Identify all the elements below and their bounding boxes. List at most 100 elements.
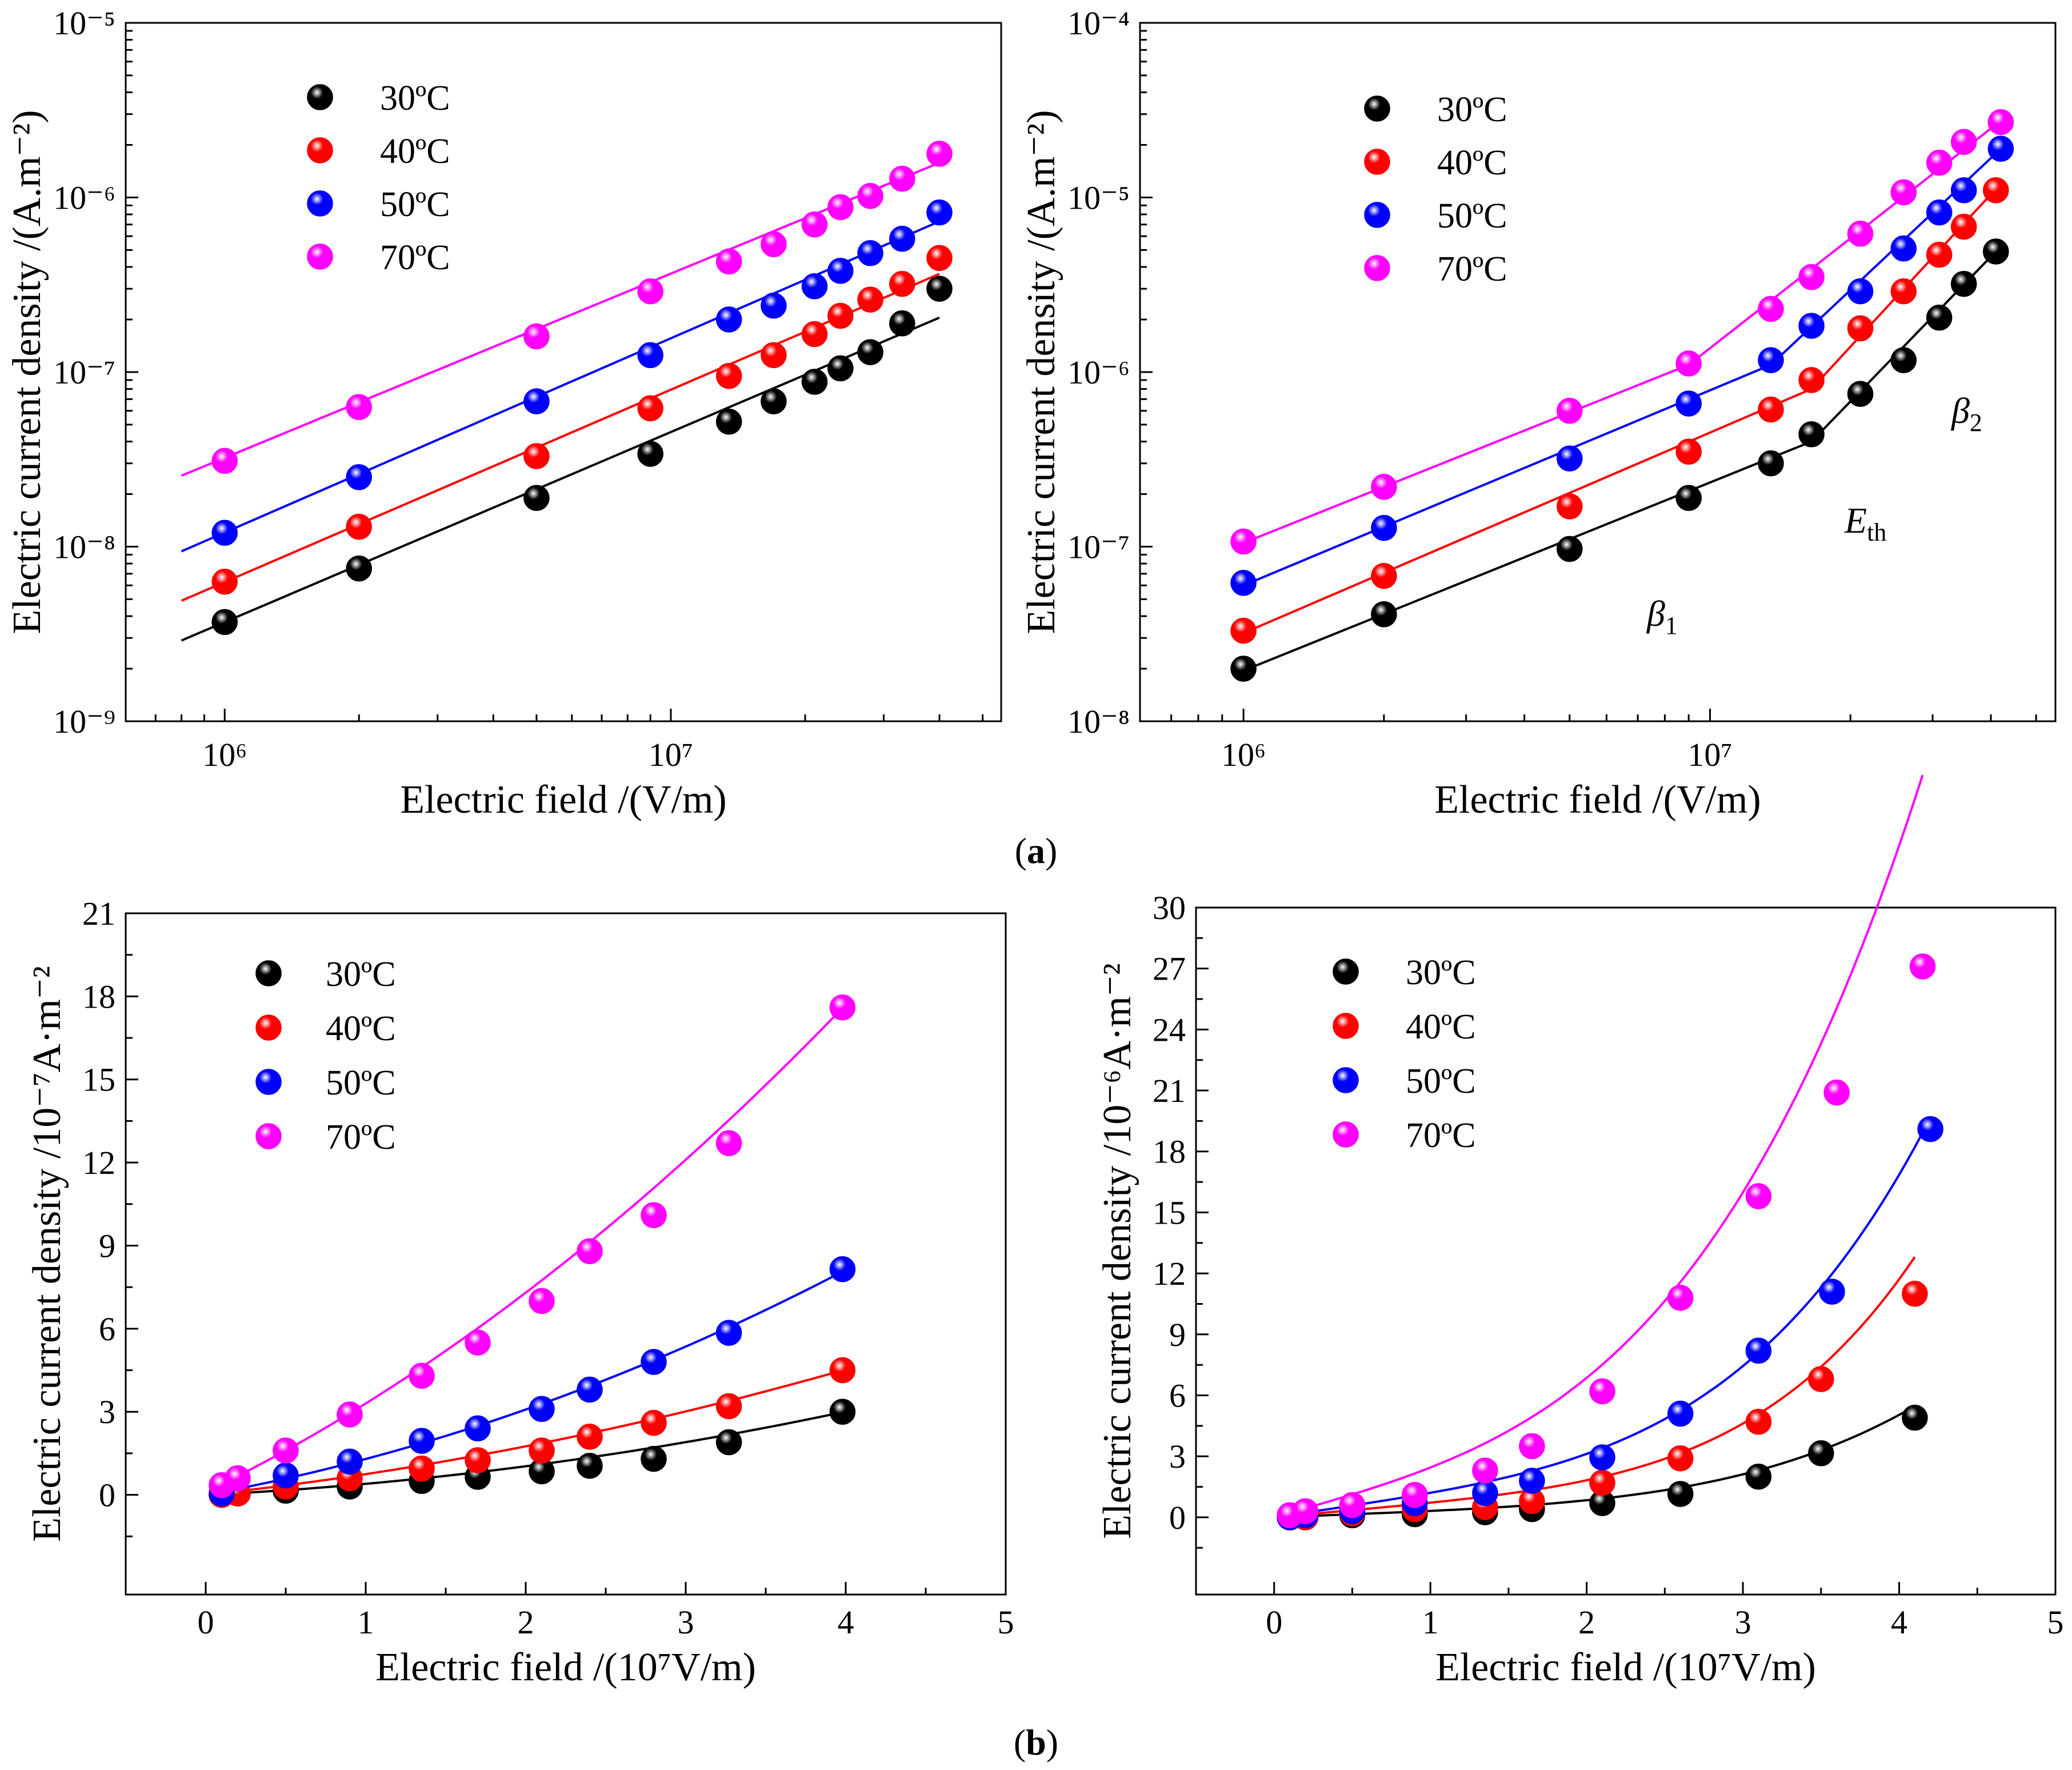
x-tick-label: 10⁶ [202,736,247,773]
data-point-50c [1557,445,1583,472]
data-point-40c [827,302,854,329]
y-axis-label: Electric current density /10⁻⁷A·m⁻² [25,966,69,1542]
data-point-70c [465,1329,491,1356]
data-point-50c [715,1320,742,1346]
legend-label-30c: 30ºC [1437,90,1507,129]
legend-marker-30c [255,960,282,986]
legend-label-50c: 50ºC [1406,1062,1476,1101]
legend-label-30c: 30ºC [326,955,396,994]
y-tick-label: 24 [1153,1011,1186,1048]
y-tick-label: 6 [99,1310,115,1348]
data-point-30c [1371,601,1397,628]
data-point-70c [1798,264,1825,290]
data-point-30c [1983,238,2009,265]
y-tick-label: 30 [1153,889,1186,926]
fit-line-30c [181,316,940,642]
data-point-40c [529,1437,555,1464]
y-tick-label: 21 [82,895,115,932]
data-point-50c [211,520,238,546]
data-point-70c [1339,1492,1366,1519]
data-point-70c [641,1202,667,1228]
data-point-70c [523,323,550,350]
data-point-70c [1909,953,1936,980]
x-tick-label: 2 [518,1604,534,1641]
data-point-40c [523,443,550,469]
data-point-50c [1675,390,1702,417]
data-point-50c [346,464,372,490]
x-tick-label: 10⁶ [1221,736,1266,773]
data-point-70c [529,1288,555,1314]
data-point-70c [1519,1433,1545,1460]
legend-label-30c: 30ºC [1406,953,1476,992]
data-point-70c [1292,1498,1319,1524]
data-point-70c [1230,528,1257,555]
data-point-50c [409,1428,435,1454]
plot-frame [125,22,1002,722]
data-point-40c [761,342,787,369]
data-point-50c [1847,278,1874,305]
data-point-50c [1371,514,1397,541]
data-point-30c [523,485,550,512]
data-point-70c [1557,398,1583,424]
data-point-40c [1557,493,1583,520]
fit-line-70c [1243,119,2002,544]
legend-marker-30c [307,84,333,110]
data-point-50c [801,273,828,299]
data-point-40c [889,270,915,297]
x-tick-label: 2 [1578,1604,1595,1641]
data-point-50c [641,1349,667,1375]
data-point-50c [827,258,854,284]
data-point-50c [273,1462,299,1489]
data-point-40c [801,321,828,347]
data-point-40c [1675,438,1702,465]
fit-line-40c [181,273,940,602]
y-tick-label: 10⁻⁷ [1067,529,1130,566]
y-tick-label: 10⁻⁵ [1067,179,1130,217]
data-point-40c [409,1455,435,1482]
x-tick-label: 1 [358,1604,374,1641]
x-tick-label: 3 [1735,1604,1751,1641]
y-axis-label: Electric current density /(A.m⁻²) [1019,110,1063,634]
data-point-40c [211,569,238,595]
data-point-70c [1890,179,1917,206]
y-tick-label: 3 [1169,1438,1186,1475]
legend-marker-70c [1333,1121,1359,1148]
data-point-50c [829,1256,856,1282]
data-point-40c [857,286,883,313]
legend-label-40c: 40ºC [326,1009,396,1048]
x-tick-label: 0 [198,1604,214,1641]
data-point-50c [577,1376,603,1403]
data-point-70c [1472,1457,1498,1484]
data-point-30c [1675,485,1702,512]
data-point-40c [926,245,953,271]
x-axis-label: Electric field /(V/m) [1434,778,1761,822]
data-point-50c [529,1396,555,1423]
y-tick-label: 12 [1153,1255,1186,1292]
x-tick-label: 4 [1891,1604,1907,1641]
data-point-30c [1745,1463,1772,1490]
panel-label-b: (b) [1014,1722,1058,1763]
x-tick-label: 5 [2047,1604,2064,1641]
chart-a-left: 10⁶ 10⁷ 10⁻⁹ 10⁻⁸ 10⁻⁷ 10⁻⁶ 10⁻⁵ Electric field… [5,5,1002,822]
data-point-40c [829,1357,856,1384]
x-axis-label: Electric field /(10⁷V/m) [375,1645,756,1689]
data-point-50c [857,240,883,266]
legend-marker-70c [307,243,333,270]
plot-frame [1195,906,2057,1596]
legend-marker-40c [255,1014,282,1041]
data-point-50c [465,1415,491,1442]
legend-marker-30c [1364,95,1390,122]
x-tick-label: 1 [1422,1604,1439,1641]
data-point-50c [1987,135,2014,162]
annotation-beta2: β2 [1950,390,1982,437]
data-point-50c [337,1448,363,1475]
data-point-30c [1890,347,1917,373]
data-point-50c [1926,199,1953,226]
data-point-70c [761,231,787,258]
y-tick-label: 10⁻⁷ [53,354,115,391]
y-tick-label: 10⁻⁹ [53,703,115,740]
y-tick-label: 10⁻⁶ [1067,354,1130,391]
legend-label-70c: 70ºC [326,1118,396,1157]
